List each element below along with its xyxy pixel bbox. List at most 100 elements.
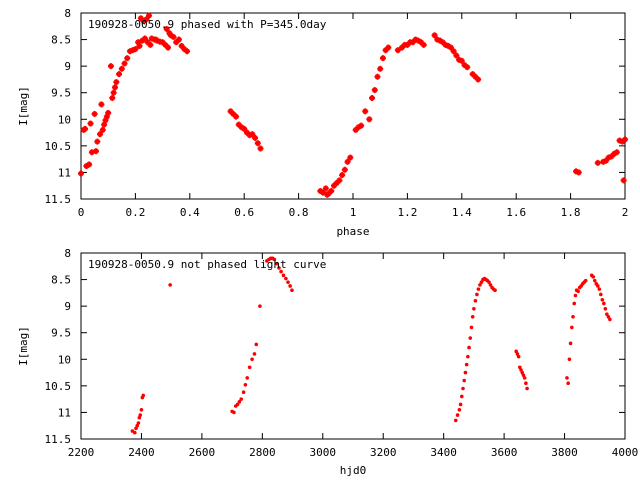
unphased-x-tick-label: 2400 bbox=[128, 446, 155, 459]
phased-data-point bbox=[109, 95, 116, 102]
phased-x-tick-label: 0.6 bbox=[234, 206, 254, 219]
unphased-data-point bbox=[284, 276, 288, 281]
phased-y-ticks: 8 8.5 9 9.5 10 10.5 11 11.5 bbox=[45, 7, 625, 206]
unphased-plot-frame bbox=[80, 252, 626, 440]
unphased-data-point bbox=[232, 410, 236, 415]
unphased-data-point bbox=[565, 376, 569, 380]
phased-data-point bbox=[620, 177, 627, 184]
phased-data-point bbox=[107, 63, 114, 70]
unphased-x-tick-label: 2800 bbox=[249, 446, 276, 459]
phased-data-point bbox=[453, 52, 460, 59]
unphased-data-point bbox=[472, 307, 476, 311]
phased-y-tick-label: 8 bbox=[64, 7, 71, 20]
phased-y-tick-label: 10.5 bbox=[45, 140, 72, 153]
unphased-y-tick-label: 10.5 bbox=[45, 380, 72, 393]
phased-data-point bbox=[322, 185, 329, 192]
unphased-data-point bbox=[597, 287, 602, 291]
unphased-data-point bbox=[275, 261, 279, 266]
unphased-data-point bbox=[277, 266, 281, 270]
phased-y-tick-label: 8.5 bbox=[51, 34, 71, 47]
phased-data-point bbox=[170, 33, 177, 40]
phased-data-point bbox=[458, 57, 465, 64]
phased-data-point bbox=[97, 131, 104, 138]
unphased-data-point bbox=[573, 293, 578, 298]
phased-data-point bbox=[241, 125, 248, 132]
unphased-data-point bbox=[591, 275, 596, 279]
phased-data-point bbox=[358, 122, 365, 129]
unphased-x-tick-label: 3200 bbox=[370, 446, 397, 459]
phased-data-point bbox=[362, 108, 369, 115]
phased-data-point bbox=[110, 89, 117, 96]
unphased-data-point bbox=[608, 317, 612, 322]
phased-data-point bbox=[175, 36, 182, 43]
phased-data-point bbox=[121, 60, 128, 67]
phased-data-point bbox=[420, 41, 427, 48]
unphased-data-point bbox=[467, 345, 471, 350]
unphased-data-point bbox=[570, 325, 574, 330]
phased-data-point bbox=[377, 65, 384, 72]
unphased-data-point bbox=[488, 283, 493, 287]
phased-x-tick-label: 1.2 bbox=[397, 206, 417, 219]
phased-x-tick-label: 1.8 bbox=[561, 206, 581, 219]
unphased-data-point bbox=[479, 280, 484, 285]
unphased-data-point bbox=[288, 284, 292, 288]
unphased-points bbox=[130, 256, 612, 435]
unphased-data-point bbox=[571, 314, 575, 319]
phased-data-point bbox=[116, 71, 123, 78]
phased-data-point bbox=[371, 87, 378, 94]
unphased-data-point bbox=[524, 381, 528, 386]
phased-data-point bbox=[450, 48, 457, 55]
unphased-data-point bbox=[453, 418, 458, 423]
phased-data-point bbox=[92, 148, 99, 155]
phased-data-point bbox=[78, 170, 84, 177]
unphased-data-point bbox=[576, 289, 580, 294]
unphased-data-point bbox=[592, 278, 597, 283]
unphased-data-point bbox=[600, 297, 605, 302]
phased-data-point bbox=[369, 95, 376, 102]
phased-y-tick-label: 10 bbox=[58, 113, 71, 126]
unphased-data-point bbox=[473, 299, 478, 303]
unphased-data-point bbox=[457, 407, 462, 412]
phased-data-point bbox=[94, 138, 101, 145]
unphased-data-point bbox=[605, 312, 609, 316]
phased-data-point bbox=[341, 166, 348, 173]
phased-data-point bbox=[347, 154, 354, 161]
unphased-data-point bbox=[599, 292, 603, 297]
unphased-data-point bbox=[239, 397, 243, 401]
phased-x-ticks: 0 0.2 0.4 0.6 0.8 1 1.2 1.4 1.6 1.8 2 bbox=[78, 13, 629, 219]
unphased-data-point bbox=[241, 390, 246, 395]
phased-data-point bbox=[87, 120, 94, 127]
unphased-data-point bbox=[458, 402, 463, 407]
phased-data-point bbox=[328, 188, 335, 195]
phased-x-tick-label: 0.8 bbox=[289, 206, 309, 219]
unphased-data-point bbox=[568, 341, 573, 346]
phased-y-tick-label: 9.5 bbox=[51, 87, 71, 100]
unphased-x-tick-label: 4000 bbox=[612, 446, 639, 459]
unphased-chart-title: 190928-0050.9 not phased light curve bbox=[88, 258, 326, 271]
unphased-data-point bbox=[468, 336, 473, 340]
unphased-x-tick-label: 2200 bbox=[68, 446, 95, 459]
unphased-data-point bbox=[168, 283, 172, 287]
phased-data-point bbox=[233, 113, 240, 120]
phased-x-tick-label: 1 bbox=[350, 206, 357, 219]
phased-data-point bbox=[613, 149, 620, 156]
phased-data-point bbox=[136, 42, 143, 49]
unphased-data-point bbox=[138, 413, 143, 417]
phased-data-point bbox=[82, 125, 89, 132]
phased-data-point bbox=[575, 169, 582, 176]
unphased-data-point bbox=[272, 257, 277, 262]
phased-data-point bbox=[165, 44, 172, 51]
unphased-data-point bbox=[487, 280, 491, 285]
phased-data-point bbox=[431, 32, 438, 39]
phased-data-point bbox=[141, 35, 148, 42]
unphased-data-point bbox=[460, 394, 464, 399]
phased-data-point bbox=[385, 44, 392, 51]
phased-data-point bbox=[113, 79, 120, 86]
phased-x-tick-label: 0 bbox=[78, 206, 85, 219]
unphased-data-point bbox=[466, 354, 470, 359]
phased-x-tick-label: 2 bbox=[622, 206, 629, 219]
unphased-data-point bbox=[132, 430, 137, 435]
unphased-data-point bbox=[464, 362, 469, 367]
phased-data-point bbox=[594, 159, 601, 166]
